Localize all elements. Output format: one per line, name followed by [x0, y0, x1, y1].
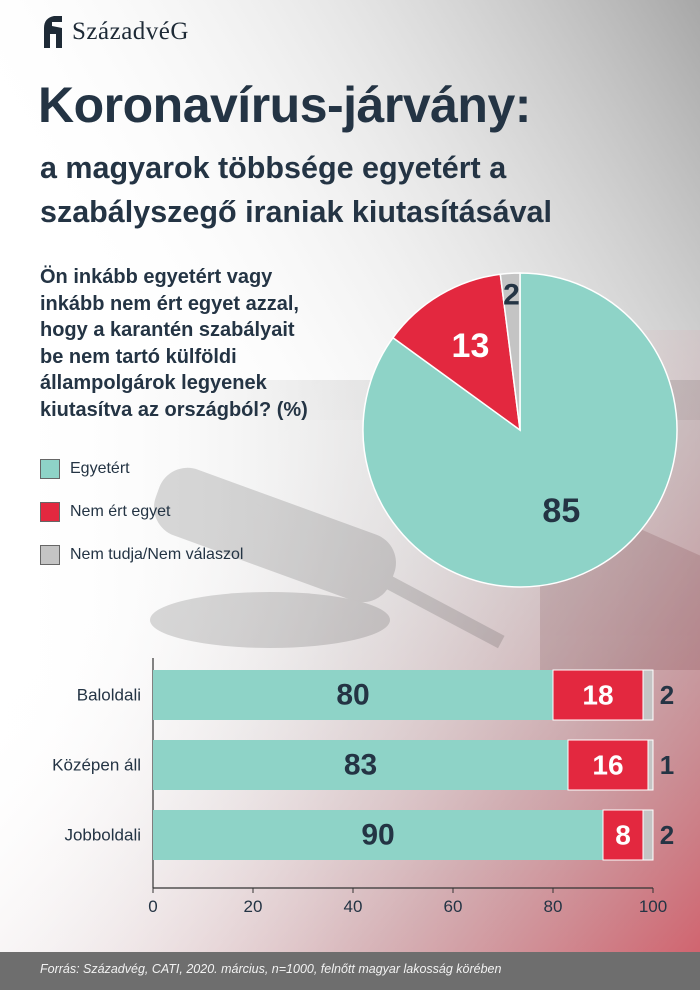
pie-chart: 85 13 2: [362, 272, 678, 588]
x-tick-label: 0: [148, 897, 157, 916]
subtitle-line-2: szabályszegő iraniak kiutasításával: [40, 195, 552, 229]
question-line: kiutasítva az országból? (%): [40, 398, 308, 421]
bar-value-label: 8: [615, 820, 631, 851]
bar-value-label: 83: [344, 749, 377, 782]
question-line: be nem tartó külföldi: [40, 345, 237, 368]
legend-item-disagree: Nem ért egyet: [40, 501, 243, 523]
bar-segment: [642, 809, 654, 861]
subtitle-line-1: a magyarok többsége egyetért a: [40, 151, 507, 185]
bar-segment: [567, 739, 649, 791]
question-line: inkább nem ért egyet azzal,: [40, 292, 299, 315]
x-tick-label: 60: [444, 897, 463, 916]
legend-swatch-agree: [40, 459, 60, 479]
x-tick-label: 80: [544, 897, 563, 916]
legend-label-dontknow: Nem tudja/Nem válaszol: [70, 546, 244, 563]
bar-segment: [602, 809, 644, 861]
page-subtitle: a magyarok többsége egyetért a szabálysz…: [40, 146, 552, 234]
question-line: hogy a karantén szabályait: [40, 319, 295, 341]
source-note: Forrás: Századvég, CATI, 2020. március, …: [40, 962, 502, 976]
logo: SzázadvéG: [40, 14, 189, 50]
bar-segment: [642, 669, 654, 721]
question-line: Ön inkább egyetért vagy: [40, 266, 273, 288]
bar-segment: [153, 810, 603, 860]
helmet-icon: [44, 16, 62, 48]
legend-label-agree: Egyetért: [70, 460, 130, 477]
bar-segment: [153, 670, 553, 720]
pie-slice: [391, 273, 521, 432]
category-label: Baloldali: [77, 686, 141, 705]
pie-slice-label: 85: [542, 492, 580, 530]
bar-value-label: 1: [660, 750, 674, 780]
gavel-silhouette: [150, 467, 505, 649]
legend-label-disagree: Nem ért egyet: [70, 503, 171, 520]
page-title: Koronavírus-járvány:: [38, 77, 531, 133]
pie-slice-label: 13: [452, 327, 490, 365]
legend-swatch-disagree: [40, 502, 60, 522]
pie-slice-label: 2: [503, 279, 520, 312]
bar-segment: [552, 669, 644, 721]
category-label: Középen áll: [52, 756, 141, 775]
bar-value-label: 90: [361, 819, 394, 852]
bar-value-label: 16: [592, 750, 623, 781]
x-tick-label: 20: [244, 897, 263, 916]
legend-item-dontknow: Nem tudja/Nem válaszol: [40, 544, 243, 566]
pie-slice: [499, 272, 521, 431]
bar-value-label: 18: [582, 680, 613, 711]
bar-value-label: 80: [336, 679, 369, 712]
survey-question: Ön inkább egyetért vagy inkább nem ért e…: [40, 264, 370, 423]
bar-segment: [153, 740, 568, 790]
legend: Egyetért Nem ért egyet Nem tudja/Nem vál…: [40, 458, 243, 587]
question-line: állampolgárok legyenek: [40, 372, 267, 394]
legend-swatch-dontknow: [40, 545, 60, 565]
logo-text: SzázadvéG: [72, 18, 189, 45]
source-bar: Forrás: Századvég, CATI, 2020. március, …: [0, 952, 700, 990]
x-tick-label: 100: [639, 897, 667, 916]
bar-segment: [647, 739, 654, 791]
legend-item-agree: Egyetért: [40, 458, 243, 480]
bar-value-label: 2: [660, 820, 674, 850]
bar-value-label: 2: [660, 680, 674, 710]
category-label: Jobboldali: [64, 826, 141, 845]
x-tick-label: 40: [344, 897, 363, 916]
